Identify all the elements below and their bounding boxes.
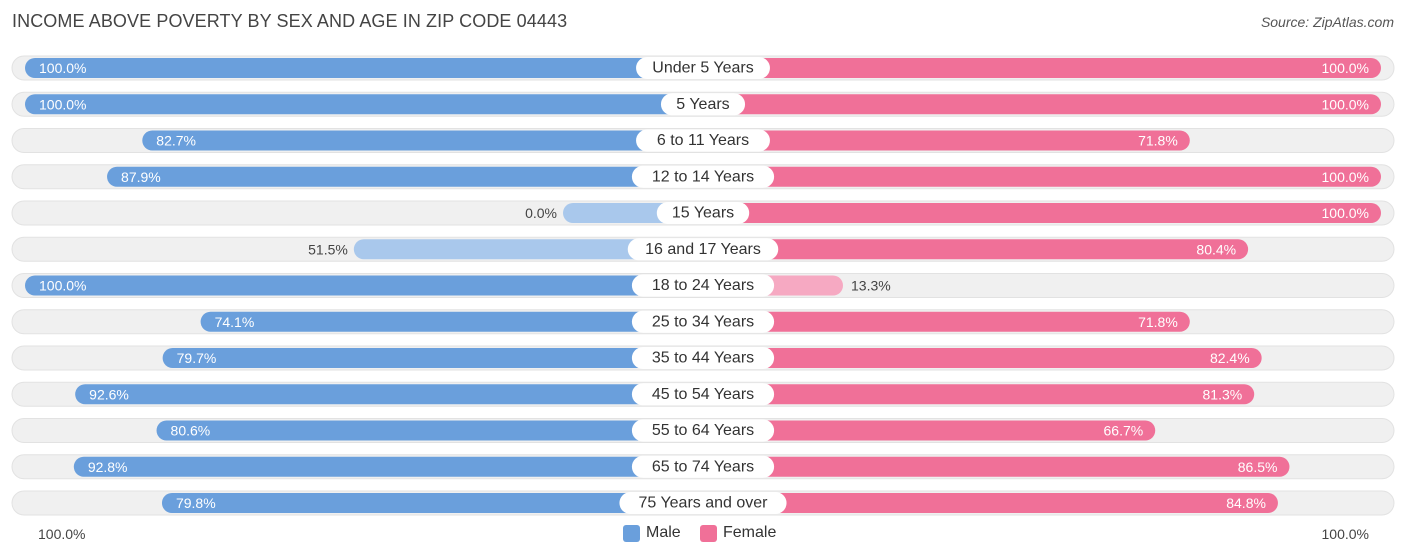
category-pill — [631, 455, 775, 478]
category-label: 75 Years and over — [639, 495, 769, 512]
male-value-label: 87.9% — [121, 169, 161, 185]
male-value-label: 92.6% — [89, 386, 129, 402]
category-label: 55 to 64 Years — [652, 422, 754, 439]
male-bar — [353, 239, 703, 260]
female-bar — [703, 130, 1190, 151]
female-value-label: 82.4% — [1210, 350, 1250, 366]
category-label: 15 Years — [672, 205, 734, 222]
category-pill — [656, 202, 750, 224]
male-value-label: 79.8% — [176, 495, 216, 511]
male-bar — [161, 493, 703, 513]
male-bar — [107, 166, 703, 187]
female-bar — [703, 493, 1278, 513]
male-bar — [142, 130, 703, 151]
category-pill — [631, 310, 775, 333]
female-bar — [703, 420, 1156, 441]
female-value-label: 100.0% — [1322, 60, 1369, 76]
male-bar — [73, 456, 704, 477]
female-bar — [703, 203, 1381, 223]
category-label: 12 to 14 Years — [652, 168, 754, 185]
category-label: Under 5 Years — [652, 60, 753, 77]
female-value-label: 86.5% — [1238, 459, 1278, 475]
source-label: Source: ZipAtlas.com — [1260, 14, 1394, 30]
male-value-label: 100.0% — [39, 96, 86, 112]
legend-female-label: Female — [723, 524, 777, 541]
category-pill — [631, 419, 775, 442]
female-bar — [703, 311, 1190, 332]
category-label: 18 to 24 Years — [652, 277, 754, 294]
female-bar — [703, 239, 1249, 260]
category-pill — [636, 57, 770, 79]
category-pill — [631, 347, 775, 369]
female-value-label: 13.3% — [851, 278, 891, 294]
female-value-label: 100.0% — [1322, 205, 1369, 221]
female-bar — [703, 384, 1255, 405]
category-pill — [631, 383, 775, 406]
category-pill — [627, 238, 779, 261]
female-value-label: 66.7% — [1104, 423, 1144, 439]
category-pill — [631, 165, 775, 188]
female-value-label: 71.8% — [1138, 133, 1178, 149]
female-value-label: 100.0% — [1322, 169, 1369, 185]
category-label: 5 Years — [676, 96, 729, 113]
male-value-label: 100.0% — [39, 60, 86, 76]
legend-male[interactable]: Male — [623, 524, 681, 542]
legend-female[interactable]: Female — [700, 524, 776, 542]
male-value-label: 0.0% — [525, 205, 557, 221]
legend-female-swatch — [700, 524, 717, 542]
male-value-label: 51.5% — [308, 241, 348, 257]
female-value-label: 80.4% — [1196, 241, 1236, 257]
male-value-label: 92.8% — [88, 459, 128, 475]
male-bar — [162, 348, 703, 368]
category-label: 6 to 11 Years — [657, 132, 749, 149]
male-value-label: 80.6% — [171, 423, 211, 439]
axis-right-label: 100.0% — [1321, 526, 1369, 542]
male-bar — [25, 275, 703, 296]
category-pill — [619, 492, 787, 514]
male-value-label: 79.7% — [177, 350, 217, 366]
male-value-label: 100.0% — [39, 278, 86, 294]
female-bar — [703, 348, 1262, 368]
category-pill — [631, 274, 775, 297]
female-bar — [703, 166, 1381, 187]
category-label: 45 to 54 Years — [652, 386, 754, 403]
category-label: 35 to 44 Years — [652, 350, 754, 367]
female-value-label: 100.0% — [1322, 96, 1369, 112]
female-value-label: 71.8% — [1138, 314, 1178, 330]
category-pill — [660, 93, 746, 116]
category-pill — [636, 129, 770, 152]
female-bar — [703, 94, 1381, 115]
male-value-label: 74.1% — [215, 314, 255, 330]
male-bar — [75, 384, 703, 405]
legend: Male Female — [0, 524, 1406, 546]
category-label: 16 and 17 Years — [645, 241, 761, 258]
male-bar — [25, 94, 703, 115]
male-bar — [156, 420, 704, 441]
female-bar — [703, 58, 1381, 78]
legend-male-swatch — [623, 524, 640, 542]
chart-title: INCOME ABOVE POVERTY BY SEX AND AGE IN Z… — [12, 11, 568, 31]
male-value-label: 82.7% — [156, 133, 196, 149]
female-bar — [703, 456, 1290, 477]
legend-male-label: Male — [646, 524, 681, 541]
axis-left-label: 100.0% — [38, 526, 86, 542]
female-value-label: 84.8% — [1226, 495, 1266, 511]
male-bar — [25, 58, 703, 78]
category-label: 25 to 34 Years — [652, 313, 754, 330]
female-value-label: 81.3% — [1203, 386, 1243, 402]
male-bar — [200, 311, 704, 332]
category-label: 65 to 74 Years — [652, 458, 754, 475]
